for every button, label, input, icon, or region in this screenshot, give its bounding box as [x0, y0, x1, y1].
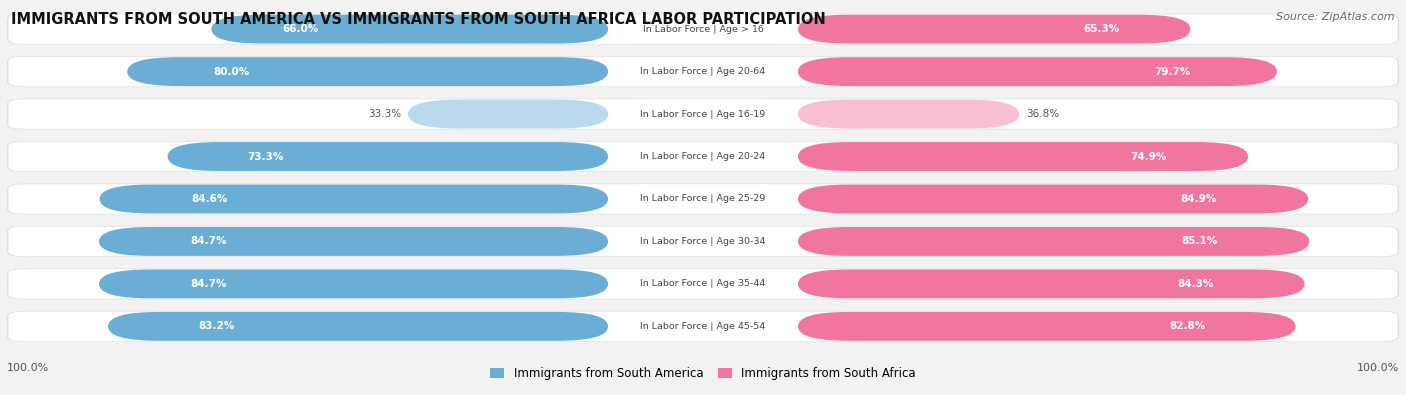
- FancyBboxPatch shape: [7, 56, 1399, 87]
- FancyBboxPatch shape: [408, 100, 609, 128]
- Text: 80.0%: 80.0%: [214, 67, 250, 77]
- FancyBboxPatch shape: [8, 57, 1398, 87]
- FancyBboxPatch shape: [7, 14, 1399, 45]
- Text: 74.9%: 74.9%: [1130, 152, 1167, 162]
- FancyBboxPatch shape: [799, 184, 1308, 213]
- FancyBboxPatch shape: [167, 142, 609, 171]
- FancyBboxPatch shape: [7, 269, 1399, 299]
- FancyBboxPatch shape: [609, 57, 799, 86]
- FancyBboxPatch shape: [7, 141, 1399, 172]
- FancyBboxPatch shape: [609, 269, 799, 298]
- FancyBboxPatch shape: [609, 142, 799, 171]
- FancyBboxPatch shape: [8, 99, 1398, 129]
- Text: 73.3%: 73.3%: [247, 152, 283, 162]
- FancyBboxPatch shape: [211, 15, 609, 43]
- Text: In Labor Force | Age > 16: In Labor Force | Age > 16: [643, 24, 763, 34]
- Text: In Labor Force | Age 25-29: In Labor Force | Age 25-29: [640, 194, 766, 203]
- FancyBboxPatch shape: [609, 184, 799, 213]
- FancyBboxPatch shape: [8, 142, 1398, 171]
- Text: In Labor Force | Age 20-64: In Labor Force | Age 20-64: [640, 67, 766, 76]
- FancyBboxPatch shape: [609, 227, 799, 256]
- Text: 84.9%: 84.9%: [1180, 194, 1216, 204]
- FancyBboxPatch shape: [127, 57, 607, 86]
- Text: 79.7%: 79.7%: [1154, 67, 1191, 77]
- Text: In Labor Force | Age 16-19: In Labor Force | Age 16-19: [640, 109, 766, 118]
- Text: 33.3%: 33.3%: [368, 109, 401, 119]
- Text: In Labor Force | Age 35-44: In Labor Force | Age 35-44: [640, 279, 766, 288]
- FancyBboxPatch shape: [799, 15, 1191, 43]
- FancyBboxPatch shape: [8, 227, 1398, 256]
- Text: 84.3%: 84.3%: [1177, 279, 1213, 289]
- Text: 65.3%: 65.3%: [1084, 24, 1119, 34]
- Text: 100.0%: 100.0%: [1357, 363, 1399, 373]
- FancyBboxPatch shape: [7, 184, 1399, 214]
- FancyBboxPatch shape: [609, 100, 799, 128]
- FancyBboxPatch shape: [799, 312, 1295, 341]
- Text: 83.2%: 83.2%: [198, 322, 235, 331]
- FancyBboxPatch shape: [98, 227, 607, 256]
- FancyBboxPatch shape: [609, 15, 799, 43]
- FancyBboxPatch shape: [799, 100, 1019, 128]
- Text: 84.7%: 84.7%: [191, 279, 228, 289]
- Text: In Labor Force | Age 30-34: In Labor Force | Age 30-34: [640, 237, 766, 246]
- Text: In Labor Force | Age 45-54: In Labor Force | Age 45-54: [640, 322, 766, 331]
- FancyBboxPatch shape: [108, 312, 609, 341]
- Text: 84.6%: 84.6%: [191, 194, 228, 204]
- FancyBboxPatch shape: [799, 142, 1249, 171]
- Text: 36.8%: 36.8%: [1026, 109, 1059, 119]
- FancyBboxPatch shape: [7, 311, 1399, 342]
- FancyBboxPatch shape: [799, 269, 1305, 298]
- Text: 82.8%: 82.8%: [1170, 322, 1206, 331]
- Text: Source: ZipAtlas.com: Source: ZipAtlas.com: [1277, 12, 1395, 22]
- Text: 66.0%: 66.0%: [283, 24, 319, 34]
- Text: 85.1%: 85.1%: [1181, 237, 1218, 246]
- Text: In Labor Force | Age 20-24: In Labor Force | Age 20-24: [640, 152, 766, 161]
- Text: 84.7%: 84.7%: [191, 237, 228, 246]
- FancyBboxPatch shape: [8, 269, 1398, 299]
- Legend: Immigrants from South America, Immigrants from South Africa: Immigrants from South America, Immigrant…: [485, 363, 921, 385]
- FancyBboxPatch shape: [100, 184, 607, 213]
- FancyBboxPatch shape: [7, 226, 1399, 257]
- Text: IMMIGRANTS FROM SOUTH AMERICA VS IMMIGRANTS FROM SOUTH AFRICA LABOR PARTICIPATIO: IMMIGRANTS FROM SOUTH AMERICA VS IMMIGRA…: [11, 12, 825, 27]
- Text: 100.0%: 100.0%: [7, 363, 49, 373]
- FancyBboxPatch shape: [8, 14, 1398, 44]
- FancyBboxPatch shape: [799, 227, 1309, 256]
- FancyBboxPatch shape: [8, 312, 1398, 341]
- FancyBboxPatch shape: [98, 269, 607, 298]
- FancyBboxPatch shape: [8, 184, 1398, 214]
- FancyBboxPatch shape: [609, 312, 799, 341]
- FancyBboxPatch shape: [799, 57, 1277, 86]
- FancyBboxPatch shape: [7, 99, 1399, 130]
